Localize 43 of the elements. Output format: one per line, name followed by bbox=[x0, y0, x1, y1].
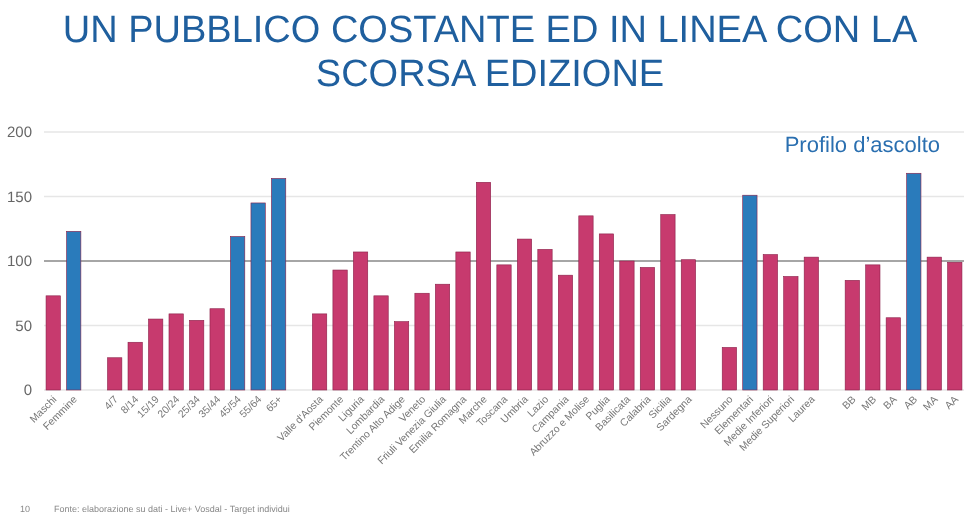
bar bbox=[353, 251, 369, 391]
bar bbox=[926, 256, 942, 391]
bar bbox=[947, 261, 963, 391]
bar bbox=[168, 313, 184, 391]
bar bbox=[619, 260, 635, 391]
bar bbox=[517, 238, 532, 391]
bar bbox=[455, 251, 471, 391]
bar bbox=[742, 194, 758, 391]
bar bbox=[189, 320, 205, 391]
bar bbox=[127, 341, 143, 391]
bar bbox=[394, 321, 410, 391]
bar bbox=[721, 347, 737, 391]
bar bbox=[680, 259, 696, 391]
bar bbox=[537, 249, 553, 391]
bar bbox=[906, 172, 922, 391]
bar bbox=[476, 182, 491, 391]
annotation: Profilo d’ascolto bbox=[784, 134, 940, 158]
bar bbox=[148, 318, 164, 391]
bar bbox=[496, 264, 512, 391]
bar bbox=[230, 236, 246, 391]
bar bbox=[45, 295, 61, 391]
bar bbox=[373, 295, 389, 391]
bar bbox=[865, 264, 881, 391]
chart-title: UN PUBBLICO COSTANTE ED IN LINEA CON LA SCORSA EDIZIONE bbox=[62, 10, 918, 96]
bar bbox=[762, 254, 778, 391]
bar bbox=[209, 308, 225, 391]
bar bbox=[639, 267, 655, 391]
bar bbox=[885, 317, 901, 391]
bar bbox=[312, 313, 328, 391]
bar bbox=[107, 357, 123, 391]
bar bbox=[783, 276, 799, 391]
bar bbox=[578, 215, 594, 391]
bar bbox=[271, 178, 287, 391]
bar bbox=[250, 202, 266, 391]
bar bbox=[803, 256, 819, 391]
bar bbox=[558, 274, 573, 391]
bar bbox=[844, 280, 860, 391]
bar bbox=[66, 231, 82, 391]
bar bbox=[598, 233, 614, 391]
bar bbox=[414, 292, 430, 391]
bar bbox=[660, 214, 676, 391]
bar bbox=[435, 283, 450, 391]
bar bbox=[332, 269, 348, 391]
